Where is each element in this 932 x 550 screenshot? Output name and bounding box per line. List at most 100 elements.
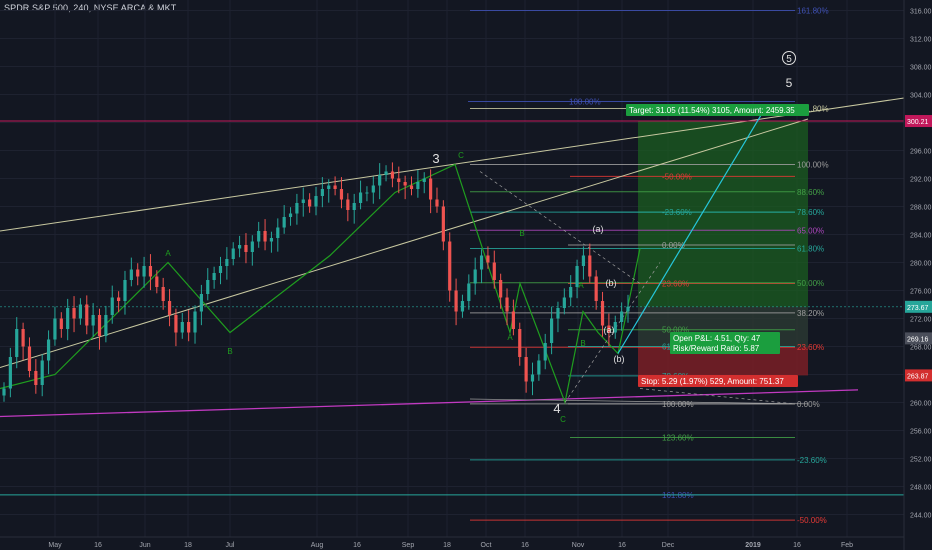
candle-body bbox=[556, 308, 560, 319]
candle-body bbox=[167, 301, 172, 315]
candle-body bbox=[282, 217, 286, 228]
candle-body bbox=[263, 231, 267, 242]
wave5-marker: 5 bbox=[786, 54, 792, 65]
candle-body bbox=[237, 245, 242, 249]
wave-label: (a) bbox=[604, 325, 615, 335]
candle-body bbox=[97, 315, 102, 336]
y-tick-label: 276.00 bbox=[910, 289, 932, 296]
fib-label: -50.00% bbox=[797, 516, 827, 525]
candle-body bbox=[511, 311, 515, 329]
x-tick-label: Sep bbox=[402, 542, 415, 549]
target-label: Target: 31.05 (11.54%) 3105, Amount: 245… bbox=[629, 106, 795, 115]
wave-path bbox=[0, 163, 641, 405]
stop-box bbox=[638, 375, 798, 387]
fib-label: 161.80% bbox=[797, 7, 829, 16]
candle-body bbox=[441, 206, 445, 242]
fib-label: 65.00% bbox=[797, 226, 824, 235]
y-tick-label: 312.00 bbox=[910, 37, 932, 44]
wave-labels: 3 4 5 C A B A B C A B (a) (b) (a) (b) 5 bbox=[165, 51, 796, 424]
candle-body bbox=[123, 280, 127, 301]
candle-body bbox=[600, 301, 605, 326]
candle-body bbox=[225, 259, 229, 266]
candle-body bbox=[530, 374, 535, 382]
candle-body bbox=[607, 325, 611, 333]
candle-body bbox=[358, 192, 363, 203]
wave-label: (b) bbox=[614, 354, 625, 364]
y-tick-label: 252.00 bbox=[910, 457, 932, 464]
candle-body bbox=[187, 322, 191, 333]
fib-label: 61.80% bbox=[797, 245, 824, 254]
x-tick-label: Jun bbox=[139, 542, 150, 549]
wave-label: 4 bbox=[553, 401, 560, 416]
y-tick-label: 256.00 bbox=[910, 429, 932, 436]
x-tick-label: 16 bbox=[353, 542, 361, 549]
x-tick-label: Dec bbox=[662, 542, 675, 549]
chart-title: SPDR S&P 500, 240, NYSE ARCA & MKT bbox=[4, 3, 177, 13]
candle-body bbox=[384, 171, 388, 175]
position-labels: Target: 31.05 (11.54%) 3105, Amount: 245… bbox=[626, 104, 809, 387]
candle-body bbox=[117, 297, 121, 301]
candle-body bbox=[59, 318, 63, 329]
fib-label: 123.60% bbox=[662, 434, 694, 443]
support-line bbox=[0, 389, 859, 418]
x-tick-label: Feb bbox=[841, 542, 853, 549]
x-tick-label: 16 bbox=[94, 542, 102, 549]
candle-body bbox=[21, 329, 25, 347]
candle-body bbox=[250, 241, 254, 252]
y-tick-label: 288.00 bbox=[910, 205, 932, 212]
y-tick-label: 296.00 bbox=[910, 149, 932, 156]
trend-lines bbox=[0, 97, 905, 496]
fib-label: 0.00% bbox=[662, 241, 685, 250]
candle-body bbox=[390, 171, 395, 179]
candle-body bbox=[581, 255, 586, 266]
candle-body bbox=[543, 343, 547, 361]
candle-body bbox=[422, 178, 426, 182]
candle-body bbox=[218, 266, 223, 273]
candle-body bbox=[620, 311, 624, 322]
candle-body bbox=[308, 199, 312, 207]
open-pl-label: Open P&L: 4.51, Qty: 47 bbox=[673, 334, 761, 343]
x-tick-label: 2019 bbox=[745, 542, 761, 549]
candle-body bbox=[562, 297, 566, 308]
candle-body bbox=[72, 308, 76, 319]
fib-label: 100.00% bbox=[797, 161, 829, 170]
candle-body bbox=[212, 273, 216, 280]
candle-body bbox=[136, 269, 140, 277]
candle-body bbox=[524, 357, 528, 382]
candle-body bbox=[276, 227, 280, 238]
wave-label: B bbox=[227, 347, 232, 356]
dashed-channel bbox=[479, 171, 641, 284]
x-tick-label: May bbox=[48, 542, 62, 549]
wave-label: 5 bbox=[786, 76, 793, 90]
candle-body bbox=[473, 269, 477, 284]
x-tick-label: Jul bbox=[226, 542, 235, 549]
candle-body bbox=[78, 304, 83, 319]
candle-body bbox=[301, 199, 305, 203]
candle-body bbox=[2, 388, 6, 396]
candle-body bbox=[460, 301, 465, 312]
candle-body bbox=[486, 255, 490, 263]
x-tick-label: 16 bbox=[793, 542, 801, 549]
wave-label: A bbox=[578, 281, 584, 290]
risk-reward-label: Risk/Reward Ratio: 5.87 bbox=[673, 344, 760, 353]
candle-body bbox=[518, 329, 522, 357]
candle-body bbox=[352, 203, 356, 210]
fib-label: 50.00% bbox=[797, 279, 824, 288]
candle-body bbox=[371, 185, 375, 193]
candle-body bbox=[569, 287, 573, 298]
wave-label: C bbox=[458, 151, 464, 160]
candle-body bbox=[588, 255, 592, 277]
fib-label: 23.60% bbox=[797, 343, 824, 352]
y-tick-label: 280.00 bbox=[910, 261, 932, 268]
price-tag bbox=[905, 300, 932, 313]
candle-body bbox=[231, 248, 235, 259]
price-tag-label: 263.87 bbox=[907, 373, 929, 380]
x-tick-label: Aug bbox=[311, 542, 324, 549]
wave-label: B bbox=[519, 229, 524, 238]
base-line bbox=[469, 398, 809, 405]
fib-label: 23.60% bbox=[662, 280, 689, 289]
candle-body bbox=[91, 315, 95, 326]
candle-body bbox=[269, 238, 274, 242]
candle-body bbox=[435, 199, 439, 207]
